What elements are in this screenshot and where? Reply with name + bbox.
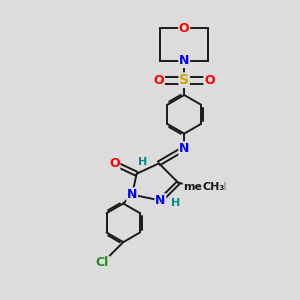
Text: H: H [171, 199, 180, 208]
Text: O: O [154, 74, 164, 87]
Text: O: O [109, 157, 120, 170]
Text: N: N [155, 194, 166, 207]
Text: Cl: Cl [96, 256, 109, 269]
Text: O: O [204, 74, 215, 87]
Text: S: S [179, 73, 189, 87]
Text: O: O [179, 22, 190, 34]
Text: N: N [179, 142, 189, 155]
Text: methyl: methyl [183, 182, 226, 192]
Text: N: N [179, 54, 189, 67]
Text: H: H [138, 157, 147, 167]
Text: CH₃: CH₃ [202, 182, 224, 192]
Text: N: N [127, 188, 137, 201]
Text: methyl: methyl [199, 186, 204, 187]
